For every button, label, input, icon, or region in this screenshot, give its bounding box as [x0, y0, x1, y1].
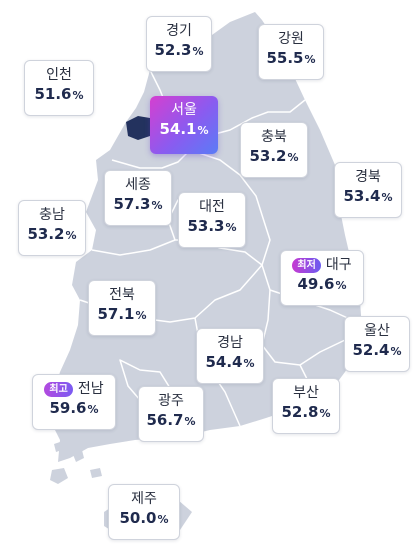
region-name: 광주 — [158, 393, 184, 409]
region-name-row: 최고 전남 — [37, 381, 111, 398]
region-name: 강원 — [278, 31, 304, 47]
region-rate: 56.7% — [146, 411, 196, 429]
region-name: 울산 — [364, 323, 390, 339]
region-name-row: 최저 대구 — [285, 257, 359, 274]
region-incheon[interactable]: 인천 51.6% — [24, 60, 94, 116]
region-chungnam[interactable]: 충남 53.2% — [18, 200, 86, 256]
island-shape — [50, 468, 68, 484]
region-name: 세종 — [125, 177, 151, 193]
region-name: 충북 — [261, 129, 287, 145]
lowest-badge: 최저 — [292, 258, 321, 273]
region-gyeongnam[interactable]: 경남 54.4% — [196, 328, 264, 384]
region-name: 인천 — [46, 67, 72, 83]
region-rate: 49.6% — [297, 275, 347, 293]
region-rate: 54.1% — [159, 120, 209, 138]
region-ulsan[interactable]: 울산 52.4% — [344, 316, 410, 372]
region-sejong[interactable]: 세종 57.3% — [104, 170, 172, 226]
region-name: 경기 — [166, 23, 192, 39]
region-rate: 53.2% — [27, 225, 77, 243]
region-rate: 51.6% — [34, 85, 84, 103]
region-jeju[interactable]: 제주 50.0% — [108, 484, 180, 540]
region-rate: 55.5% — [266, 49, 316, 67]
island-shape — [90, 468, 102, 478]
region-rate: 50.0% — [119, 509, 169, 527]
region-daejeon[interactable]: 대전 53.3% — [178, 192, 246, 248]
region-gyeonggi[interactable]: 경기 52.3% — [146, 16, 212, 72]
region-jeonnam[interactable]: 최고 전남 59.6% — [32, 374, 116, 430]
region-name: 충남 — [39, 207, 65, 223]
seoul-shape — [126, 116, 154, 140]
region-rate: 52.3% — [154, 41, 204, 59]
region-chungbuk[interactable]: 충북 53.2% — [240, 122, 308, 178]
region-name: 전남 — [77, 381, 104, 397]
region-name: 전북 — [109, 287, 135, 303]
region-name: 서울 — [171, 102, 197, 118]
region-rate: 52.8% — [281, 403, 331, 421]
region-busan[interactable]: 부산 52.8% — [272, 378, 340, 434]
island-shape — [54, 442, 62, 452]
region-name: 대구 — [325, 257, 352, 273]
highest-badge: 최고 — [44, 382, 73, 397]
island-shape — [72, 450, 84, 462]
region-rate: 52.4% — [352, 341, 402, 359]
region-rate: 54.4% — [205, 353, 255, 371]
region-seoul[interactable]: 서울 54.1% — [150, 96, 218, 154]
region-daegu[interactable]: 최저 대구 49.6% — [280, 250, 364, 306]
region-gangwon[interactable]: 강원 55.5% — [258, 24, 324, 80]
region-name: 제주 — [131, 491, 157, 507]
region-rate: 53.3% — [187, 217, 237, 235]
region-rate: 53.4% — [343, 187, 393, 205]
region-jeonbuk[interactable]: 전북 57.1% — [88, 280, 156, 336]
region-rate: 53.2% — [249, 147, 299, 165]
region-gwangju[interactable]: 광주 56.7% — [138, 386, 204, 442]
region-name: 부산 — [293, 385, 319, 401]
region-name: 경남 — [217, 335, 243, 351]
region-gyeongbuk[interactable]: 경북 53.4% — [334, 162, 402, 218]
region-rate: 57.3% — [113, 195, 163, 213]
region-rate: 57.1% — [97, 305, 147, 323]
region-name: 경북 — [355, 169, 381, 185]
region-rate: 59.6% — [49, 399, 99, 417]
region-name: 대전 — [199, 199, 225, 215]
